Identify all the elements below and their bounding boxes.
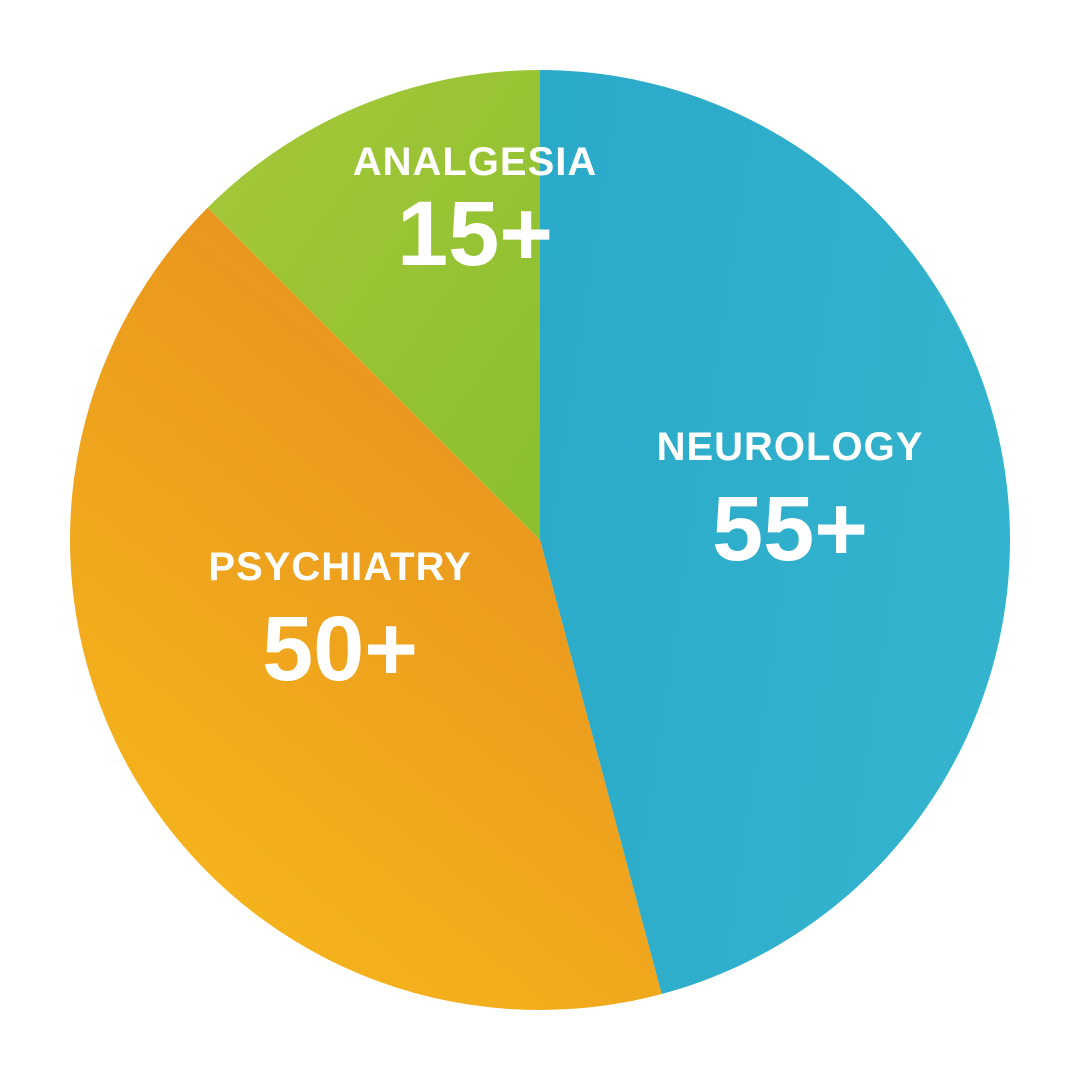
pie-chart: NEUROLOGY 55+ PSYCHIATRY 50+ ANALGESIA15+ [0,0,1080,1080]
slice-value-analgesia: 15+ [397,183,553,285]
slice-label-analgesia: ANALGESIA [353,140,598,184]
slice-label-neurology: NEUROLOGY [657,425,924,469]
slice-value-neurology: 55+ [712,478,868,580]
slice-label-psychiatry: PSYCHIATRY [208,545,471,589]
slice-value-psychiatry: 50+ [262,598,418,700]
